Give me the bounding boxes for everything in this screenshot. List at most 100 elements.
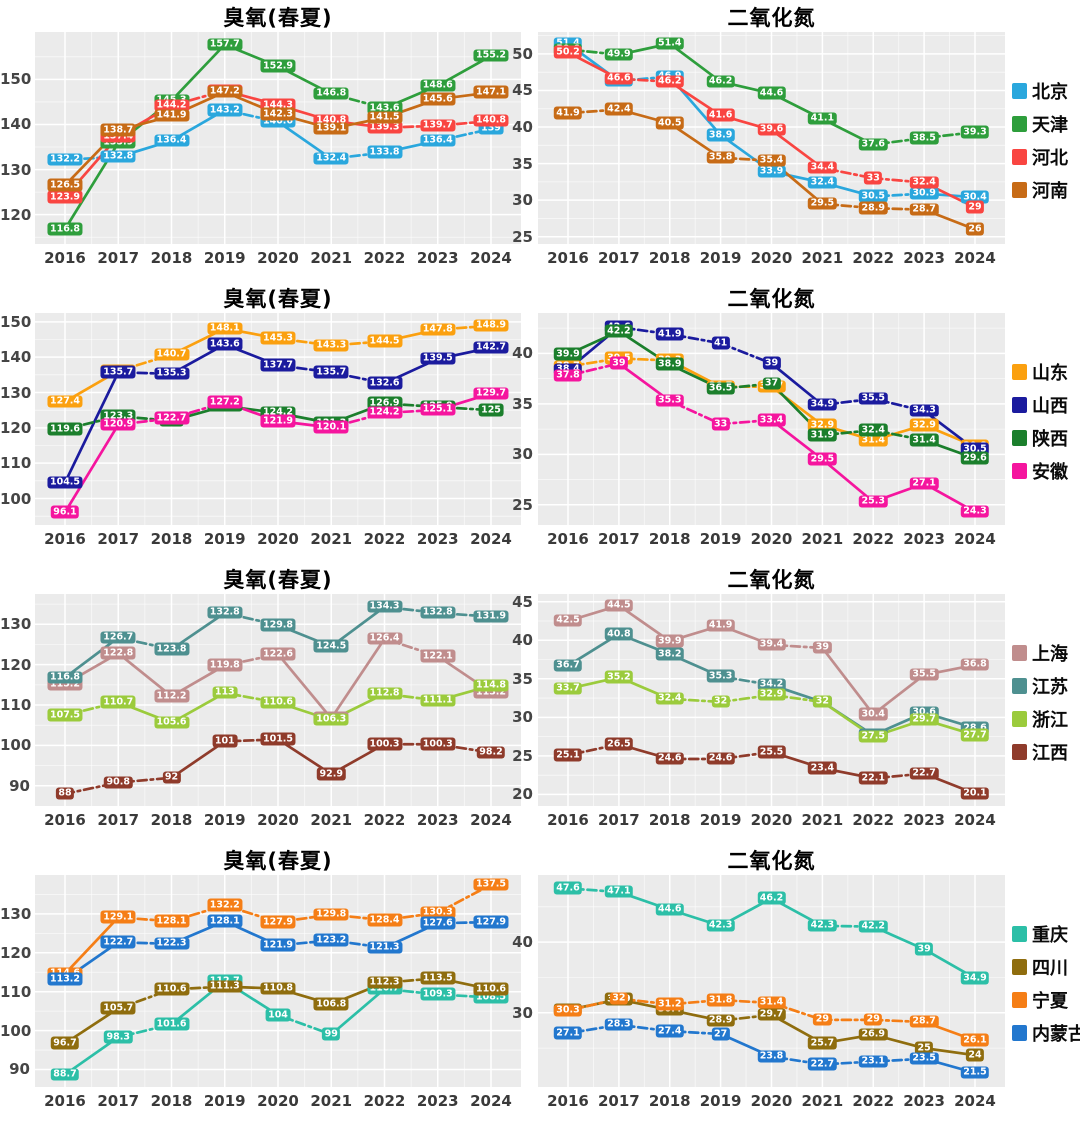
data-point-label-河北: 29	[965, 200, 985, 214]
data-point-label-河北: 46.2	[655, 75, 684, 88]
data-point-label-江苏: 40.8	[604, 627, 634, 641]
ozone-x-tick-label: 2021	[310, 811, 353, 829]
legend-item-四川: 四川	[1012, 954, 1080, 980]
data-point-label-安徽: 120.1	[313, 420, 349, 434]
data-point-label-江苏: 35.3	[706, 669, 735, 683]
data-point-label-天津: 116.8	[47, 222, 83, 236]
no2-x-tick-label: 2019	[699, 530, 742, 548]
data-point-label-山西: 35.5	[859, 392, 888, 405]
data-point-label-宁夏: 127.9	[260, 915, 296, 929]
ozone-chart-title-row2: 臭氧(春夏)	[223, 287, 333, 311]
legend-label-江苏: 江苏	[1032, 677, 1068, 698]
data-point-label-宁夏: 129.1	[100, 910, 136, 924]
data-point-label-重庆: 39	[915, 942, 934, 956]
legend-row-1: 北京 天津 河北 河南	[1012, 0, 1068, 281]
legend-swatch-宁夏	[1012, 992, 1027, 1008]
data-point-label-河南: 141.5	[366, 111, 403, 124]
data-point-label-山西: 34.9	[808, 398, 837, 411]
data-point-label-内蒙古: 21.5	[960, 1066, 990, 1079]
legend-item-江西: 江西	[1012, 739, 1068, 765]
data-point-label-上海: 44.5	[604, 599, 634, 612]
data-point-label-江苏: 34.2	[757, 678, 786, 691]
no2-x-tick-label: 2016	[547, 811, 589, 829]
data-point-label-浙江: 113	[212, 686, 238, 699]
no2-x-tick-label: 2018	[648, 811, 691, 829]
ozone-y-tick-label: 130	[0, 904, 32, 923]
legend-label-上海: 上海	[1032, 644, 1068, 665]
data-point-label-宁夏: 32	[609, 992, 628, 1005]
data-point-label-宁夏: 130.3	[420, 906, 456, 919]
data-point-label-重庆: 42.3	[808, 919, 837, 932]
data-point-label-浙江: 107.5	[47, 708, 83, 722]
ozone-y-tick-label: 120	[0, 418, 32, 437]
data-point-label-陕西: 126.9	[366, 396, 403, 410]
no2-x-tick-label: 2017	[598, 811, 640, 829]
data-point-label-北京: 32.4	[808, 176, 837, 189]
no2-x-tick-label: 2018	[648, 530, 691, 548]
legend-item-河南: 河南	[1012, 177, 1068, 203]
series-line-山西	[63, 371, 120, 484]
no2-x-tick-label: 2017	[598, 1092, 640, 1110]
legend-label-浙江: 浙江	[1032, 710, 1068, 731]
no2-x-tick-label: 2023	[903, 811, 945, 829]
data-point-label-山西: 135.3	[153, 367, 190, 380]
data-point-label-陕西: 119.6	[47, 422, 83, 436]
data-point-label-山西: 135.7	[100, 365, 136, 379]
data-point-label-安徽: 124.2	[366, 406, 403, 419]
data-point-label-山东: 145.3	[260, 331, 296, 345]
chart-row-1: 臭氧(春夏) 132.2 132.8 136.4 143.2 140.6 132.4 133.…	[0, 0, 1080, 281]
data-point-label-山东: 31.4	[859, 433, 888, 447]
legend-label-北京: 北京	[1032, 82, 1068, 103]
no2-x-tick-label: 2021	[801, 249, 844, 267]
data-point-label-山东: 148.1	[207, 322, 243, 335]
no2-chart-panel-row4: 47.647.144.642.346.242.342.23934.930.431…	[538, 875, 1005, 1087]
ozone-x-tick-label: 2018	[150, 530, 193, 548]
series-line-安徽	[63, 423, 120, 514]
no2-x-tick-label: 2016	[547, 530, 589, 548]
data-point-label-河南: 28.7	[909, 203, 939, 216]
data-point-label-河南: 145.6	[420, 92, 456, 106]
data-point-label-四川: 110.8	[260, 982, 296, 995]
data-point-label-四川: 106.8	[313, 997, 349, 1011]
data-point-label-江苏: 126.7	[100, 631, 136, 644]
data-point-label-山西: 39	[762, 356, 781, 370]
ozone-x-tick-label: 2024	[470, 1092, 512, 1110]
legend-swatch-内蒙古	[1012, 1025, 1027, 1041]
data-point-label-河北: 50.2	[553, 45, 583, 59]
ozone-x-tick-label: 2019	[203, 249, 246, 267]
no2-x-tick-label: 2021	[801, 530, 844, 548]
legend-label-山东: 山东	[1032, 363, 1068, 384]
legend-swatch-北京	[1012, 83, 1027, 99]
ozone-y-tick-label: 100	[0, 1021, 32, 1040]
data-point-label-陕西: 31.4	[909, 433, 939, 447]
series-line-山西	[770, 362, 824, 407]
legend-swatch-江西	[1012, 744, 1027, 760]
no2-x-tick-label: 2022	[852, 249, 895, 267]
data-point-label-河北: 144.2	[153, 99, 190, 112]
ozone-x-tick-label: 2024	[470, 249, 512, 267]
no2-y-tick-label: 50	[512, 44, 533, 63]
data-point-label-山西: 142.7	[473, 341, 509, 354]
legend-swatch-安徽	[1012, 463, 1027, 479]
data-point-label-北京: 38.9	[706, 128, 735, 142]
data-point-label-内蒙古: 27.1	[553, 1026, 583, 1040]
legend-swatch-山西	[1012, 397, 1027, 413]
legend-swatch-山东	[1012, 364, 1027, 380]
data-point-label-浙江: 32.9	[757, 688, 786, 701]
ozone-x-tick-label: 2021	[310, 1092, 353, 1110]
ozone-y-tick-label: 110	[0, 982, 32, 1001]
data-point-label-浙江: 110.7	[100, 695, 136, 709]
data-point-label-四川: 105.7	[100, 1001, 136, 1015]
ozone-x-tick-label: 2017	[97, 530, 140, 548]
no2-x-tick-label: 2024	[954, 811, 996, 829]
data-point-label-河北: 34.4	[808, 161, 837, 174]
legend-label-安徽: 安徽	[1032, 462, 1068, 483]
data-point-label-宁夏: 29	[864, 1013, 883, 1026]
data-point-label-重庆: 42.2	[859, 920, 888, 933]
data-point-label-浙江: 32	[813, 695, 832, 708]
legend-item-上海: 上海	[1012, 640, 1068, 666]
legend-label-四川: 四川	[1032, 958, 1068, 979]
data-point-label-江西: 100.3	[420, 737, 456, 751]
data-point-label-江西: 101.5	[260, 732, 296, 746]
data-point-label-上海: 126.4	[366, 632, 403, 645]
